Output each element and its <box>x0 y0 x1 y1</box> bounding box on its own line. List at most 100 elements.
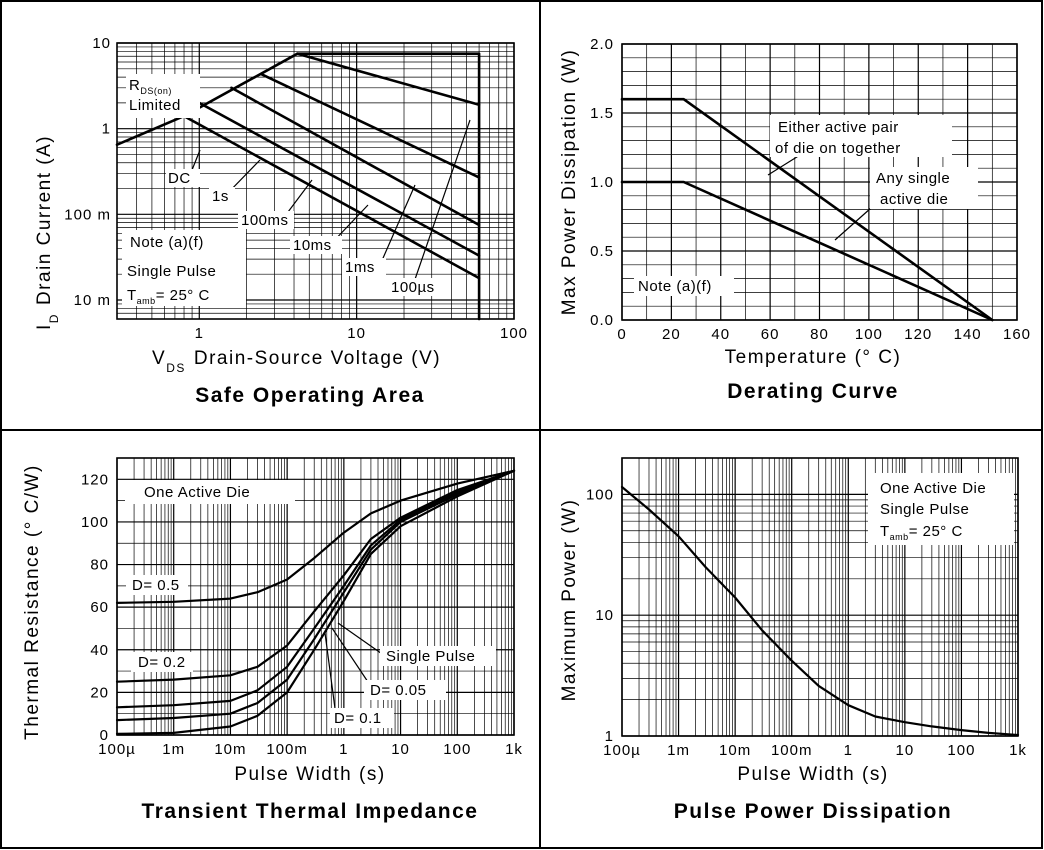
soa-dc-label-bg <box>166 169 200 187</box>
annotation-leader-line <box>337 622 386 657</box>
soa-note-box <box>122 230 246 306</box>
x-tick-label: 100 <box>855 326 883 343</box>
annotation-leader-line <box>411 119 471 289</box>
x-tick-label: 0 <box>617 326 626 343</box>
x-tick-label: 100m <box>771 742 813 759</box>
soa-tamb-label: Tamb= 25° C <box>127 287 210 306</box>
soa-100ms-label-bg <box>238 211 294 229</box>
pulse-power-ylabel: Maximum Power (W) <box>559 499 580 702</box>
soa-100ms-label: 100ms <box>241 212 289 229</box>
soa-single-pulse-label: Single Pulse <box>127 263 216 280</box>
derating-single-label-line2: active die <box>880 191 948 208</box>
x-tick-label: 10m <box>719 742 751 759</box>
soa-limited-label: Limited <box>129 97 181 114</box>
x-tick-label: 1k <box>505 741 523 758</box>
thermal-d01-label: D= 0.1 <box>334 710 382 727</box>
thermal-title: Transient Thermal Impedance <box>142 800 479 823</box>
soa-note-label: Note (a)(f) <box>130 234 204 251</box>
pulse-power-xlabel: Pulse Width (s) <box>737 764 888 785</box>
x-tick-label: 100m <box>266 741 308 758</box>
x-tick-label: 100 <box>443 741 471 758</box>
annotation-leader-line <box>379 184 416 266</box>
derating-pair-label-bg <box>770 115 952 157</box>
thermal-d05-label: D= 0.5 <box>132 577 180 594</box>
thermal-xlabel: Pulse Width (s) <box>234 764 385 785</box>
series-line <box>115 469 516 736</box>
pulse-power-plot-frame <box>621 457 1019 737</box>
y-tick-label: 1.5 <box>590 105 614 122</box>
derating-pair-label-line2: of die on together <box>775 140 901 157</box>
series-line <box>182 52 299 118</box>
annotation-leader-line <box>331 627 373 689</box>
thermal-d005-label: D= 0.05 <box>370 682 426 699</box>
x-tick-label: 10 <box>896 742 915 759</box>
x-tick-label: 100 <box>947 742 975 759</box>
x-tick-label: 1m <box>667 742 690 759</box>
x-tick-label: 1 <box>195 325 204 342</box>
y-tick-label: 10 <box>595 607 614 624</box>
thermal-chart: 100µ 1m 10m 100m 1 10 100 1k 0 20 40 60 80 100 120 One… <box>22 457 523 823</box>
series-line <box>620 180 994 322</box>
y-tick-label: 10 m <box>74 292 111 309</box>
pulse-power-single-pulse-label: Single Pulse <box>880 501 969 518</box>
series-line <box>115 469 516 722</box>
soa-1ms-label: 1ms <box>345 259 375 276</box>
derating-pair-label-line1: Either active pair <box>778 119 899 136</box>
derating-title: Derating Curve <box>727 380 899 403</box>
y-tick-label: 100 m <box>64 206 111 223</box>
y-tick-label: 0 <box>100 727 109 744</box>
soa-10ms-label: 10ms <box>293 237 332 254</box>
soa-1ms-label-bg <box>342 258 386 276</box>
annotation-leader-line <box>767 154 801 176</box>
thermal-single-pulse-label: Single Pulse <box>386 648 475 665</box>
series-line <box>115 469 516 683</box>
thermal-d01-bg <box>330 708 394 728</box>
soa-rds-label-bg <box>126 74 200 118</box>
series-line <box>230 86 481 227</box>
thermal-d005-bg <box>364 680 446 700</box>
soa-10ms-label-bg <box>290 236 342 254</box>
derating-note-label: Note (a)(f) <box>638 278 712 295</box>
y-tick-label: 20 <box>90 684 109 701</box>
x-tick-label: 10 <box>347 325 366 342</box>
pulse-power-one-active-die-label: One Active Die <box>880 480 986 497</box>
thermal-d02-bg <box>131 652 193 672</box>
pulse-power-curves <box>620 485 1020 737</box>
soa-100us-label-bg <box>388 278 446 296</box>
thermal-single-pulse-bg <box>380 646 496 666</box>
x-tick-label: 60 <box>761 326 780 343</box>
series-line <box>620 97 994 322</box>
y-tick-label: 1 <box>605 728 614 745</box>
y-tick-label: 10 <box>92 35 111 52</box>
derating-plot-frame <box>621 43 1018 321</box>
y-tick-label: 40 <box>90 642 109 659</box>
annotation-leader-line <box>324 632 337 717</box>
thermal-curves <box>115 469 516 736</box>
derating-note-bg <box>634 276 734 296</box>
y-tick-label: 60 <box>90 599 109 616</box>
soa-dc-label: DC <box>168 170 191 187</box>
thermal-tick-labels: 100µ 1m 10m 100m 1 10 100 1k 0 20 40 60 80 100 120 <box>81 471 523 758</box>
y-tick-label: 0.5 <box>590 243 614 260</box>
soa-1s-label-bg <box>209 187 235 205</box>
pulse-power-tamb-label: Tamb= 25° C <box>880 523 963 542</box>
soa-title: Safe Operating Area <box>195 384 425 407</box>
derating-single-label-line1: Any single <box>876 170 950 187</box>
soa-1s-label: 1s <box>212 188 229 205</box>
y-tick-label: 100 <box>586 486 614 503</box>
y-tick-label: 1.0 <box>590 174 614 191</box>
derating-xlabel: Temperature (° C) <box>725 347 902 368</box>
soa-xlabel: VDS Drain-Source Voltage (V) <box>152 348 441 375</box>
x-tick-label: 10 <box>391 741 410 758</box>
pulse-power-title: Pulse Power Dissipation <box>674 800 952 823</box>
x-tick-label: 40 <box>711 326 730 343</box>
pulse-power-tick-labels: 100µ 1m 10m 100m 1 10 100 1k 1 10 100 <box>586 486 1026 759</box>
x-tick-label: 160 <box>1003 326 1031 343</box>
x-tick-label: 20 <box>662 326 681 343</box>
y-tick-label: 0.0 <box>590 312 614 329</box>
soa-tick-labels: 1 10 100 10 1 100 m 10 m <box>64 35 527 342</box>
pulse-power-chart: 100µ 1m 10m 100m 1 10 100 1k 1 10 100 One Active D… <box>559 457 1026 823</box>
x-tick-label: 80 <box>810 326 829 343</box>
